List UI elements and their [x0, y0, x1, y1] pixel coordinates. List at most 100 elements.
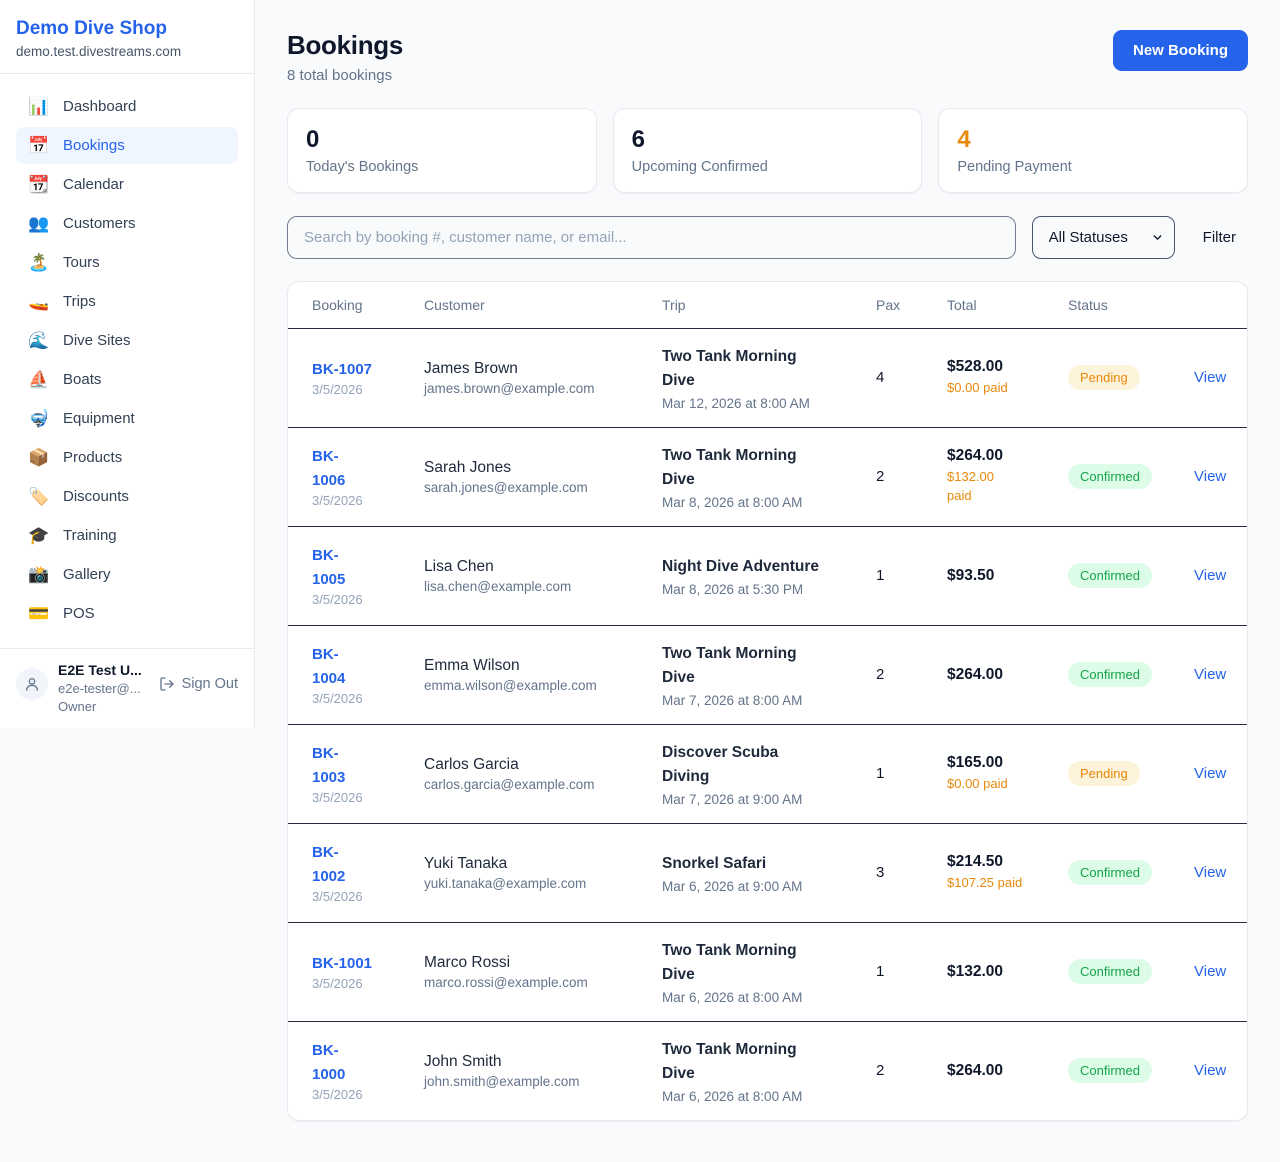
trip-name: Two Tank Morning Dive [662, 941, 797, 983]
view-link[interactable]: View [1194, 863, 1227, 881]
sidebar-item[interactable]: 🚤 Trips [16, 283, 238, 320]
sidebar-item-label: Gallery [63, 566, 111, 583]
booking-id-link[interactable]: BK- 1003 [312, 745, 346, 786]
customer-name: Marco Rossi [424, 953, 511, 971]
pax-count: 3 [876, 864, 885, 882]
status-cell: Confirmed [1068, 959, 1194, 985]
avatar [16, 668, 48, 700]
equipment-icon: 🤿 [28, 409, 50, 428]
view-link[interactable]: View [1194, 1061, 1227, 1079]
trip-cell: Night Dive Adventure Mar 8, 2026 at 5:30… [662, 555, 876, 597]
view-link[interactable]: View [1194, 962, 1227, 980]
sidebar-item[interactable]: 👥 Customers [16, 205, 238, 242]
user-email: e2e-tester@... [58, 681, 141, 696]
booking-cell: BK-1001 3/5/2026 [312, 952, 424, 991]
sidebar-item[interactable]: 🎓 Training [16, 517, 238, 554]
total-cell: $93.50 [947, 567, 1068, 585]
customer-name: Yuki Tanaka [424, 854, 508, 872]
status-cell: Confirmed [1068, 1058, 1194, 1084]
status-cell: Confirmed [1068, 464, 1194, 490]
user-info: E2E Test U... e2e-tester@... Owner [58, 662, 149, 715]
customer-email: james.brown@example.com [424, 380, 595, 396]
column-header: Customer [424, 296, 485, 313]
stat-value: 0 [306, 126, 320, 153]
sidebar-item-label: Dashboard [63, 98, 137, 115]
sign-out-button[interactable]: Sign Out [159, 676, 238, 692]
page-subtitle: 8 total bookings [287, 67, 393, 84]
trip-datetime: Mar 7, 2026 at 8:00 AM [662, 692, 803, 708]
view-link[interactable]: View [1194, 467, 1227, 485]
sidebar-item[interactable]: 📆 Calendar [16, 166, 238, 203]
page-header: Bookings 8 total bookings New Booking [287, 30, 1248, 84]
trip-datetime: Mar 8, 2026 at 5:30 PM [662, 581, 804, 597]
table-row: BK- 1005 3/5/2026 Lisa Chen lisa.chen@ex… [288, 525, 1247, 625]
sidebar-item-label: Trips [63, 293, 96, 310]
booking-id-link[interactable]: BK- 1006 [312, 448, 346, 489]
bookings-table: Booking Customer Trip Pax Total Status B… [287, 280, 1248, 1121]
booking-id-link[interactable]: BK-1001 [312, 954, 373, 972]
dashboard-icon: 📊 [28, 97, 50, 116]
view-link[interactable]: View [1194, 764, 1227, 782]
user-name: E2E Test U... [58, 662, 142, 678]
sidebar-item[interactable]: 🏷️ Discounts [16, 478, 238, 515]
column-header: Pax [876, 296, 901, 313]
status-badge: Confirmed [1068, 860, 1152, 886]
sidebar-item[interactable]: 📅 Bookings [16, 127, 238, 164]
booking-id-link[interactable]: BK- 1004 [312, 646, 346, 687]
stat-card: 6 Upcoming Confirmed [612, 108, 923, 193]
customer-email: emma.wilson@example.com [424, 677, 597, 693]
customer-cell: Carlos Garcia carlos.garcia@example.com [424, 756, 662, 792]
total-cell: $132.00 [947, 963, 1068, 981]
customer-name: Carlos Garcia [424, 755, 519, 773]
customer-name: Sarah Jones [424, 458, 512, 476]
status-cell: Confirmed [1068, 860, 1194, 886]
total-amount: $264.00 [947, 447, 1004, 465]
booking-date: 3/5/2026 [312, 976, 363, 992]
table-row: BK- 1000 3/5/2026 John Smith john.smith@… [288, 1020, 1247, 1120]
sidebar: Demo Dive Shop demo.test.divestreams.com… [0, 0, 255, 729]
booking-date: 3/5/2026 [312, 382, 363, 398]
sidebar-item[interactable]: ⛵ Boats [16, 361, 238, 398]
status-badge: Confirmed [1068, 959, 1152, 985]
calendar-icon: 📆 [28, 175, 50, 194]
trip-datetime: Mar 6, 2026 at 8:00 AM [662, 989, 803, 1005]
customer-name: John Smith [424, 1052, 502, 1070]
sidebar-item[interactable]: 🤿 Equipment [16, 400, 238, 437]
search-input[interactable] [287, 215, 1016, 259]
view-link[interactable]: View [1194, 665, 1227, 683]
paid-amount: $0.00 paid [947, 379, 1008, 395]
pax-count: 4 [876, 369, 885, 387]
trip-name: Discover Scuba Diving [662, 743, 779, 785]
booking-id-link[interactable]: BK- 1005 [312, 547, 346, 588]
trip-datetime: Mar 12, 2026 at 8:00 AM [662, 395, 810, 411]
stat-value: 6 [631, 126, 646, 153]
stat-card: 0 Today's Bookings [287, 108, 597, 193]
customer-name: Emma Wilson [424, 656, 520, 674]
view-cell: View [1194, 765, 1226, 783]
sidebar-item[interactable]: 📊 Dashboard [16, 88, 238, 125]
sidebar-item[interactable]: 🏝️ Tours [16, 244, 238, 281]
booking-cell: BK- 1000 3/5/2026 [312, 1039, 424, 1102]
booking-id-link[interactable]: BK-1007 [312, 360, 373, 378]
customer-email: john.smith@example.com [424, 1073, 580, 1089]
status-badge: Pending [1068, 365, 1140, 391]
filter-button[interactable]: Filter [1191, 229, 1248, 246]
sidebar-item[interactable]: 💳 POS [16, 595, 238, 632]
sidebar-item[interactable]: 📦 Products [16, 439, 238, 476]
customer-cell: Marco Rossi marco.rossi@example.com [424, 954, 662, 990]
new-booking-button[interactable]: New Booking [1112, 30, 1248, 71]
status-select[interactable]: All Statuses [1031, 215, 1175, 259]
trip-name: Two Tank Morning Dive [662, 1040, 797, 1082]
view-cell: View [1194, 963, 1226, 981]
booking-id-link[interactable]: BK- 1000 [312, 1042, 346, 1083]
sidebar-item[interactable]: 🌊 Dive Sites [16, 322, 238, 359]
view-link[interactable]: View [1194, 368, 1227, 386]
sidebar-item[interactable]: 📸 Gallery [16, 556, 238, 593]
status-select-wrap: All Statuses [1031, 215, 1175, 259]
training-icon: 🎓 [28, 526, 50, 545]
total-cell: $528.00 $0.00 paid [947, 358, 1068, 398]
total-cell: $214.50 $107.25 paid [947, 853, 1068, 893]
booking-id-link[interactable]: BK- 1002 [312, 844, 346, 885]
view-link[interactable]: View [1194, 566, 1227, 584]
customer-cell: Yuki Tanaka yuki.tanaka@example.com [424, 855, 662, 891]
